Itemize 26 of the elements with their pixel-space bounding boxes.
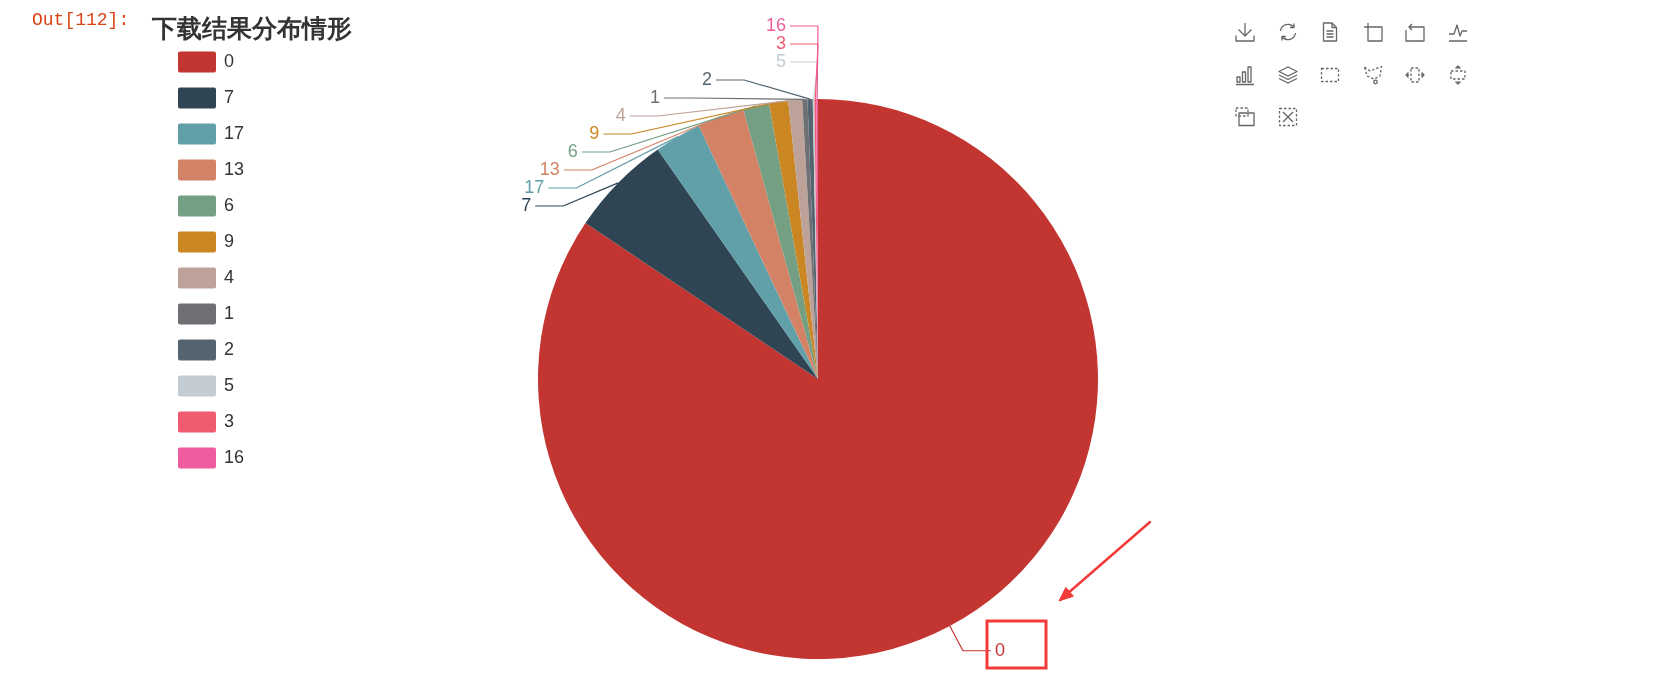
legend-label: 6 bbox=[224, 195, 235, 215]
slice-label: 5 bbox=[775, 51, 786, 71]
text: Out[112]: bbox=[32, 10, 130, 30]
legend-label: 17 bbox=[224, 123, 245, 143]
chart-title: 下载结果分布情形 bbox=[151, 14, 352, 42]
legend-label: 13 bbox=[224, 159, 245, 179]
slice-label: 16 bbox=[765, 15, 786, 35]
legend-label: 5 bbox=[224, 375, 235, 395]
legend-label: 2 bbox=[224, 339, 235, 359]
legend-label: 3 bbox=[224, 411, 235, 431]
slice-label: 13 bbox=[539, 159, 560, 179]
slice-label: 4 bbox=[615, 105, 626, 125]
legend-label: 16 bbox=[224, 447, 245, 467]
slice-label: 3 bbox=[775, 33, 786, 53]
slice-label: 2 bbox=[702, 69, 713, 89]
legend-label: 7 bbox=[224, 87, 235, 107]
legend-label: 4 bbox=[224, 267, 235, 287]
slice-label: 9 bbox=[589, 123, 600, 143]
slice-label: 6 bbox=[567, 141, 578, 161]
legend-label: 9 bbox=[224, 231, 235, 251]
legend-label: 1 bbox=[224, 303, 235, 323]
slice-label: 17 bbox=[524, 177, 545, 197]
slice-label: 7 bbox=[521, 195, 532, 215]
slice-label: 1 bbox=[649, 87, 660, 107]
slice-label: 0 bbox=[994, 639, 1005, 660]
legend-label: 0 bbox=[224, 51, 235, 71]
